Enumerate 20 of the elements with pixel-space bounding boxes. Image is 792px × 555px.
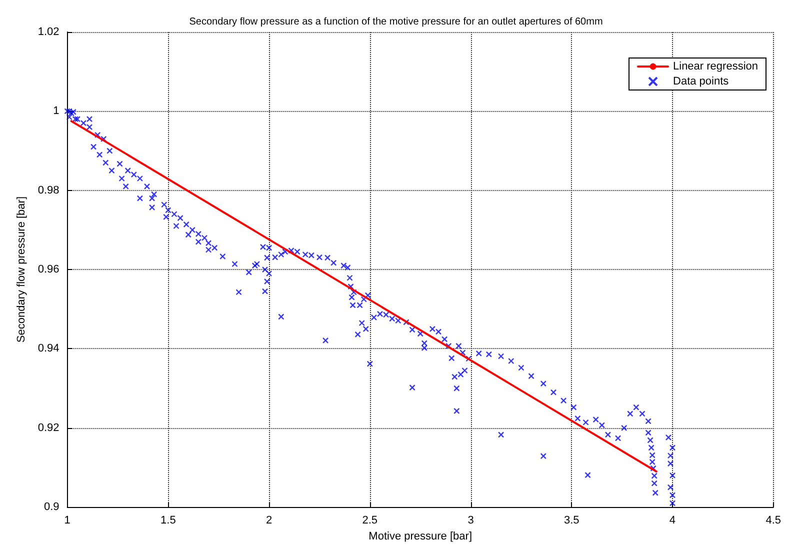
y-tick-label: 0.92 — [38, 422, 60, 434]
x-tick-label: 2 — [266, 514, 272, 527]
y-tick-label: 0.94 — [38, 342, 60, 355]
x-tick-label: 1 — [64, 514, 70, 527]
chart-title: Secondary flow pressure as a function of the motive pressure for an outlet apertures of 60mm — [189, 16, 603, 28]
legend-label: Data points — [673, 76, 730, 88]
y-tick-label: 1 — [53, 105, 60, 118]
x-axis-title: Motive pressure [bar] — [368, 530, 472, 542]
y-tick-label: 0.9 — [44, 501, 60, 514]
y-tick-label: 1.02 — [38, 26, 60, 38]
x-tick-label: 1.5 — [160, 514, 176, 527]
legend-label: Linear regression — [673, 60, 758, 72]
x-tick-label: 2.5 — [362, 514, 378, 527]
y-tick-label: 0.96 — [38, 264, 60, 276]
y-tick-label: 0.98 — [38, 184, 60, 196]
y-axis-title: Secondary flow pressure [bar] — [16, 196, 28, 343]
x-tick-label: 3.5 — [564, 514, 580, 527]
x-tick-label: 4.5 — [766, 514, 782, 527]
x-tick-label: 3 — [468, 514, 474, 527]
x-tick-label: 4 — [669, 514, 676, 527]
